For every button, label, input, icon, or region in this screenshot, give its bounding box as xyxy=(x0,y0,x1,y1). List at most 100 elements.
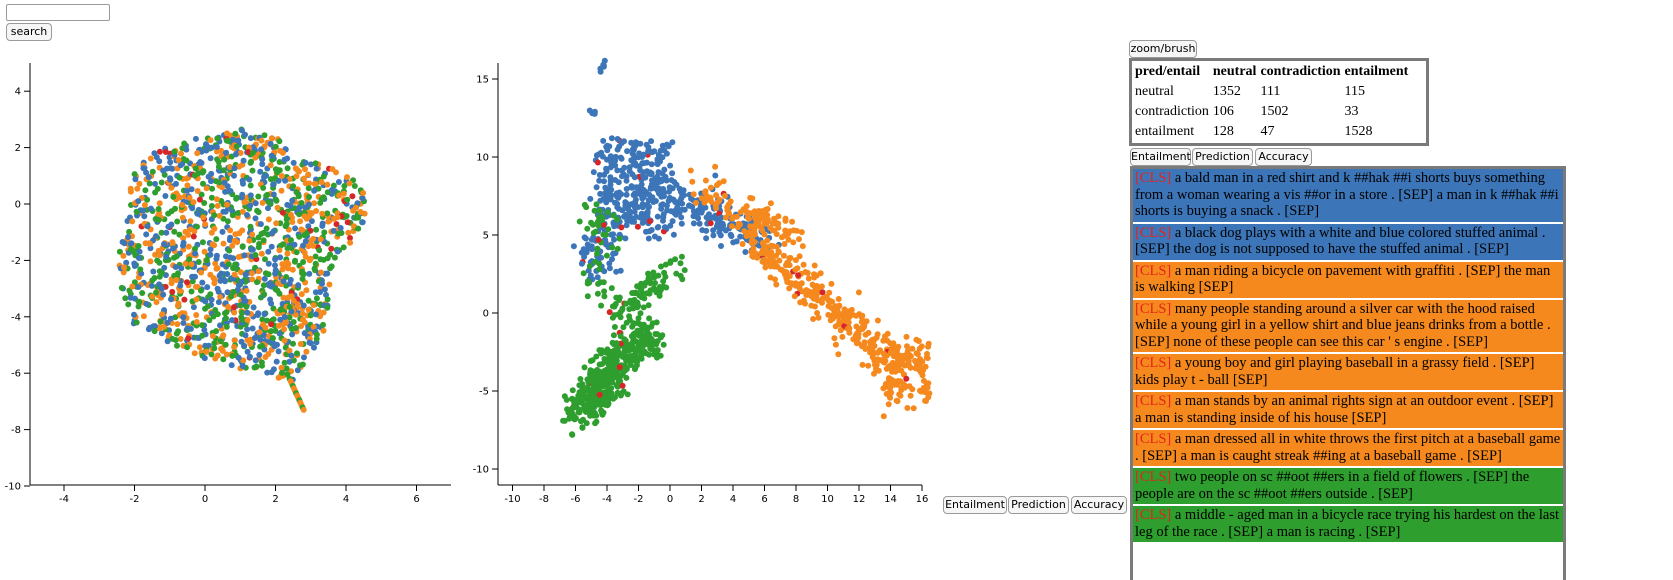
scatter-point xyxy=(650,199,657,205)
scatter-point xyxy=(581,201,588,208)
scatter-point xyxy=(610,361,617,368)
scatter-point xyxy=(584,384,591,391)
scatter-point xyxy=(168,280,175,287)
scatter-point xyxy=(295,282,302,289)
zoom-brush-button[interactable]: zoom/brush xyxy=(1129,40,1197,58)
scatter-point xyxy=(261,132,268,139)
scatter-point xyxy=(600,221,607,228)
scatter-point xyxy=(597,190,604,197)
scatter-plot-right[interactable]: -10 -8 -6 -4 -2 0 2 4 6 8 10 12 14 16 15 10 5 0 -5 -10 xyxy=(470,55,950,505)
scatter-point xyxy=(725,201,732,208)
scatter-point xyxy=(219,347,226,354)
confusion-cell: 128 xyxy=(1212,124,1234,139)
scatter-point xyxy=(194,150,201,157)
example-item[interactable]: [CLS] a middle - aged man in a bicycle r… xyxy=(1133,506,1563,544)
example-item[interactable]: [CLS] a young boy and girl playing baseb… xyxy=(1133,354,1563,392)
scatter-point xyxy=(188,261,195,268)
scatter-point xyxy=(360,190,367,196)
scatter-point xyxy=(320,173,327,180)
scatter-point xyxy=(652,280,658,286)
scatter-point xyxy=(201,200,208,206)
plot-accuracy-button[interactable]: Accuracy xyxy=(1071,496,1127,514)
scatter-point xyxy=(219,228,226,235)
scatter-point xyxy=(901,382,908,389)
scatter-point xyxy=(302,166,308,173)
example-text: a bald man in a red shirt and k ##hak ##… xyxy=(1135,170,1559,219)
scatter-point xyxy=(217,294,224,300)
scatter-point xyxy=(668,177,675,184)
list-entailment-button[interactable]: Entailment xyxy=(1130,148,1191,166)
scatter-point xyxy=(177,162,184,169)
scatter-point xyxy=(913,350,920,357)
scatter-point xyxy=(210,313,217,320)
scatter-point xyxy=(819,295,826,302)
scatter-point xyxy=(656,154,663,161)
scatter-point xyxy=(637,140,644,147)
example-item[interactable]: [CLS] a black dog plays with a white and… xyxy=(1133,223,1563,262)
scatter-point xyxy=(240,357,247,364)
plot-entailment-button[interactable]: Entailment xyxy=(943,496,1007,514)
scatter-point xyxy=(243,287,250,294)
scatter-point xyxy=(811,292,818,299)
list-prediction-button[interactable]: Prediction xyxy=(1192,148,1253,166)
scatter-point xyxy=(880,350,887,357)
example-item[interactable]: [CLS] a man dressed all in white throws … xyxy=(1133,430,1563,468)
scatter-point xyxy=(762,217,769,224)
list-accuracy-button[interactable]: Accuracy xyxy=(1255,148,1312,166)
scatter-point xyxy=(294,167,301,173)
search-button[interactable]: search xyxy=(6,23,52,41)
example-item[interactable]: [CLS] two people on sc ##oot ##ers in a … xyxy=(1133,468,1563,506)
scatter-point xyxy=(177,288,184,294)
scatter-point xyxy=(298,200,305,206)
scatter-point xyxy=(280,241,287,248)
scatter-point xyxy=(273,220,280,227)
scatter-point xyxy=(633,191,640,198)
scatter-point xyxy=(168,184,175,191)
left-x-tick-label: 2 xyxy=(272,494,278,505)
scatter-point xyxy=(781,271,788,278)
scatter-point xyxy=(199,332,206,339)
scatter-point xyxy=(865,362,872,369)
scatter-point xyxy=(207,246,214,253)
example-text: two people on sc ##oot ##ers in a field … xyxy=(1135,469,1530,502)
scatter-point xyxy=(190,233,197,240)
scatter-point xyxy=(576,218,583,225)
scatter-point xyxy=(125,234,132,240)
scatter-point xyxy=(265,351,272,357)
example-item[interactable]: [CLS] a bald man in a red shirt and k ##… xyxy=(1133,169,1563,224)
scatter-point xyxy=(764,206,771,212)
scatter-point xyxy=(194,188,201,194)
scatter-point xyxy=(161,241,167,248)
search-input[interactable] xyxy=(6,4,110,21)
confusion-cell: 1352 xyxy=(1212,84,1241,99)
scatter-point xyxy=(584,225,591,232)
scatter-point xyxy=(337,225,344,231)
scatter-point xyxy=(592,228,599,235)
scatter-point xyxy=(631,144,638,150)
example-item[interactable]: [CLS] many people standing around a silv… xyxy=(1133,299,1563,354)
example-item[interactable]: [CLS] a man riding a bicycle on pavement… xyxy=(1133,261,1563,300)
scatter-point xyxy=(298,226,305,233)
scatter-point xyxy=(604,209,611,216)
scatter-point xyxy=(272,166,279,173)
scatter-point xyxy=(762,212,769,218)
scatter-point xyxy=(667,222,674,229)
plot-prediction-button[interactable]: Prediction xyxy=(1008,496,1069,514)
scatter-point xyxy=(262,324,269,331)
scatter-point xyxy=(605,189,611,195)
scatter-point xyxy=(223,323,230,330)
scatter-point xyxy=(156,252,163,259)
scatter-plot-left[interactable]: -4 -2 0 2 4 6 4 2 0 -2 -4 -6 -8 -10 xyxy=(0,55,460,505)
scatter-point xyxy=(629,290,636,296)
scatter-point xyxy=(305,171,312,178)
example-list[interactable]: [CLS] a bald man in a red shirt and k ##… xyxy=(1130,166,1566,580)
example-item[interactable]: [CLS] a man stands by an animal rights s… xyxy=(1133,392,1563,430)
scatter-point xyxy=(215,159,222,165)
cls-token: [CLS] xyxy=(1135,170,1172,186)
example-text: a man stands by an animal rights sign at… xyxy=(1135,393,1554,426)
scatter-point xyxy=(215,299,222,306)
scatter-point xyxy=(655,169,662,176)
scatter-point xyxy=(663,150,670,157)
cls-token: [CLS] xyxy=(1135,262,1172,279)
scatter-point xyxy=(180,235,187,242)
